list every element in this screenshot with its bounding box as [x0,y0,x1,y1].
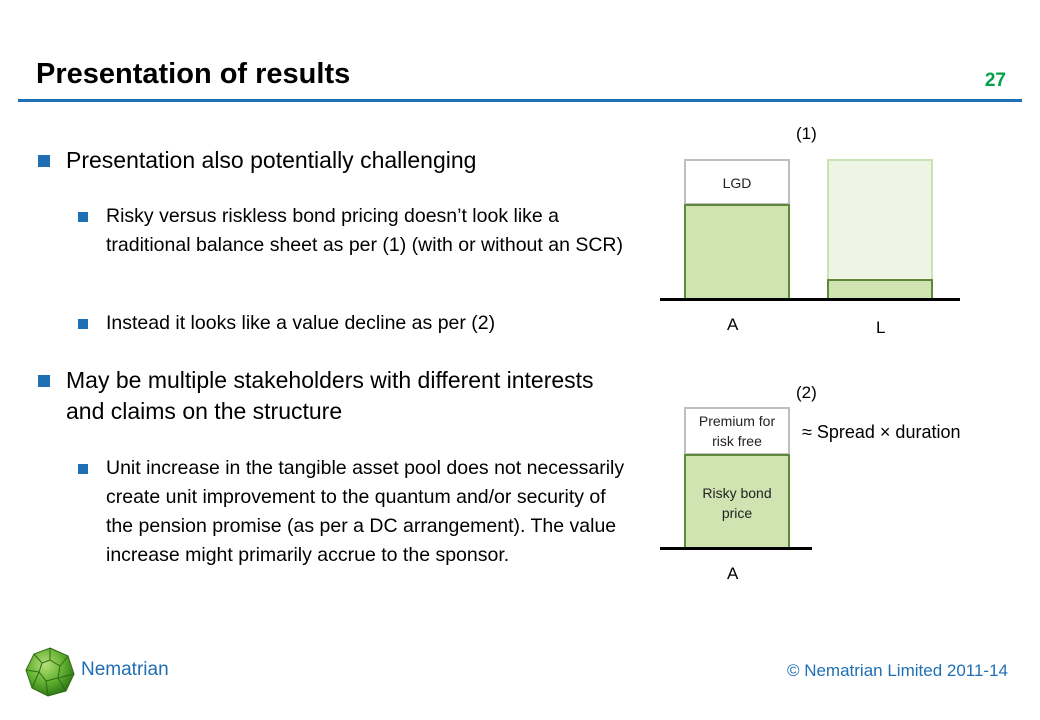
premium-label-line1: Premium for [698,413,776,429]
liability-outline-bar [827,159,933,299]
lgd-label: LGD [722,175,752,191]
spread-duration-note: ≈ Spread × duration [802,422,961,442]
sub-bullet-square-icon [78,464,88,474]
sub-bullet-text-1-2: Instead it looks like a value decline as… [106,312,496,334]
nematrian-logo-icon [25,647,75,697]
footer-brand: Nematrian [81,659,169,680]
asset-axis-label-2: A [727,564,739,583]
diagram-2-label: (2) [796,383,817,402]
bullet-square-icon [38,155,50,167]
bullet-square-icon [38,375,50,387]
diagram-2-baseline [660,547,812,550]
bullet-text-2: May be multiple stakeholders with differ… [66,367,594,424]
sub-bullet-text-1-1: Risky versus riskless bond pricing doesn… [106,205,623,256]
slide-number: 27 [984,70,1006,91]
liability-axis-label: L [876,318,886,337]
sub-bullet-square-icon [78,212,88,222]
bullet-text-1: Presentation also potentially challengin… [66,147,477,173]
sub-bullet-square-icon [78,319,88,329]
sub-bullet-text-2-1: Unit increase in the tangible asset pool… [106,457,625,566]
premium-box: Premium for risk free [684,407,790,455]
risky-bond-bar: Risky bond price [684,454,790,549]
risky-label-line2: price [721,505,753,521]
lgd-box: LGD [684,159,790,205]
diagram-1-label: (1) [796,124,817,143]
footer-copyright: © Nematrian Limited 2011-14 [786,661,1008,680]
liability-bar [827,279,933,300]
title-divider [18,99,1022,102]
diagram-1-baseline [660,298,960,301]
premium-label-line2: risk free [712,433,762,449]
risky-label-line1: Risky bond [702,485,772,501]
asset-axis-label-1: A [727,315,739,334]
asset-bar-1 [684,204,790,300]
page-title: Presentation of results [36,58,351,90]
